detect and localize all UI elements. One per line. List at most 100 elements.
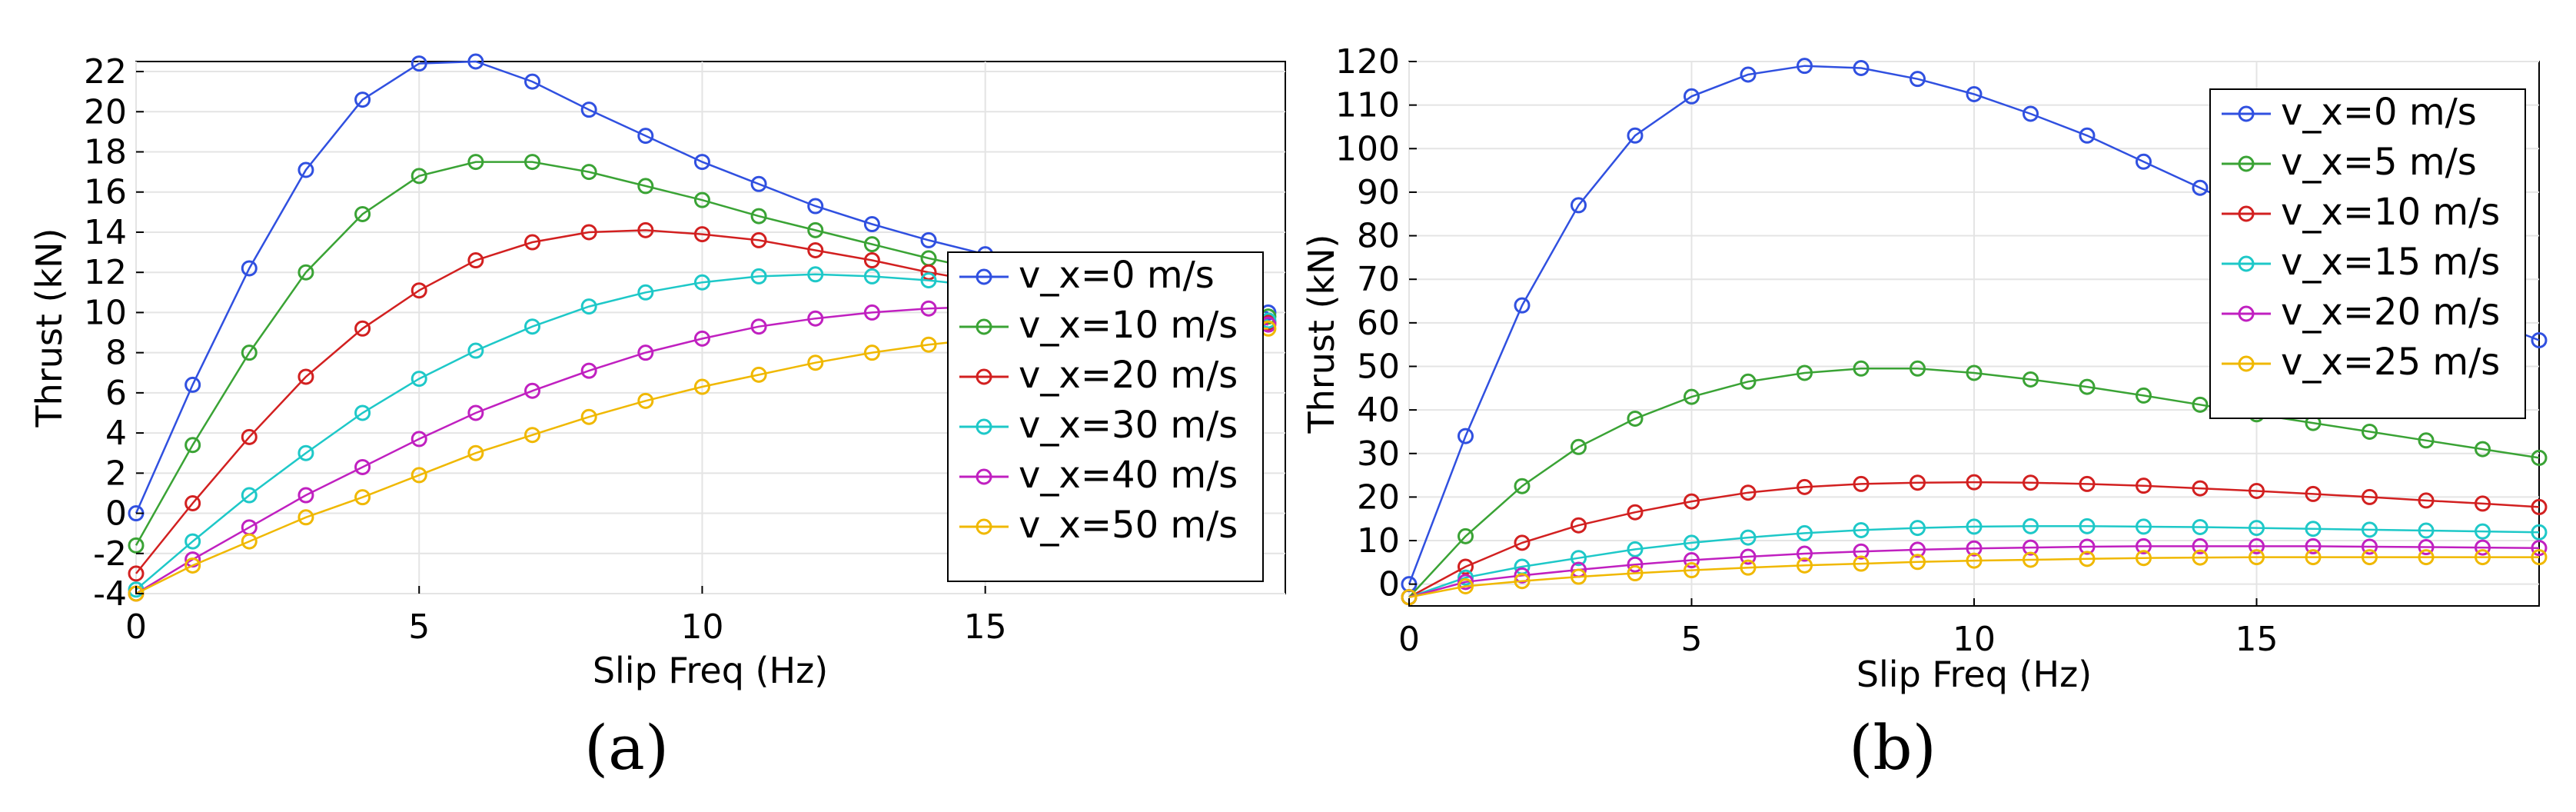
legend-label: v_x=15 m/s — [2281, 241, 2500, 284]
legend-marker — [976, 418, 992, 435]
data-point — [184, 494, 201, 511]
y-tick-label: 90 — [1357, 173, 1400, 212]
data-point — [1514, 478, 1531, 494]
x-tick-label: 0 — [1398, 620, 1420, 659]
y-tick-label: 30 — [1357, 434, 1400, 474]
data-point — [1740, 484, 1757, 501]
data-point — [2418, 539, 2435, 556]
data-point — [2305, 549, 2322, 566]
data-point — [2249, 482, 2265, 499]
data-point — [297, 509, 314, 526]
chart-panel-b: 0 10 20 30 40 50 60 70 80 90 100 110 120 0 5 10 15 Slip… — [1301, 42, 2548, 784]
data-point — [580, 102, 597, 118]
y-tick-label: 70 — [1357, 260, 1400, 299]
legend-label: v_x=30 m/s — [1019, 404, 1238, 447]
data-point — [863, 236, 880, 253]
data-point — [920, 272, 937, 289]
y-tick-label: 12 — [84, 253, 127, 292]
data-point — [750, 208, 767, 225]
data-point — [354, 92, 371, 108]
data-point — [2079, 475, 2096, 492]
data-point — [410, 55, 427, 72]
data-point — [1684, 388, 1700, 405]
data-point — [524, 382, 541, 399]
data-point — [2418, 522, 2435, 539]
data-point — [693, 154, 710, 171]
legend-label: v_x=40 m/s — [1019, 454, 1238, 497]
data-point — [580, 408, 597, 425]
data-point — [354, 404, 371, 421]
data-point — [750, 366, 767, 383]
legend-marker — [2238, 155, 2255, 172]
data-point — [2475, 523, 2491, 540]
data-point — [467, 444, 484, 461]
data-point — [2192, 549, 2209, 566]
y-tick-label: -2 — [93, 534, 127, 574]
y-tick-label: 10 — [84, 293, 127, 332]
data-point — [354, 489, 371, 506]
data-point — [863, 252, 880, 269]
x-tick-label: 10 — [680, 607, 723, 647]
data-point — [807, 221, 824, 238]
data-point — [637, 392, 654, 409]
data-point — [1853, 59, 1870, 76]
x-tick-label: 15 — [2235, 620, 2279, 659]
data-point — [297, 368, 314, 385]
x-tick-label: 0 — [125, 607, 147, 647]
y-axis-label: Thrust (kN) — [1301, 235, 1342, 434]
data-point — [241, 260, 258, 277]
data-point — [1458, 558, 1474, 575]
data-point — [241, 344, 258, 361]
data-point — [2305, 537, 2322, 554]
panel-label: (a) — [584, 712, 669, 784]
data-point — [2305, 485, 2322, 502]
data-point — [920, 336, 937, 353]
data-point — [2418, 432, 2435, 449]
data-point — [524, 318, 541, 335]
y-axis-label: Thrust (kN) — [28, 228, 70, 428]
data-point — [637, 221, 654, 238]
data-point — [354, 320, 371, 337]
data-point — [2136, 153, 2152, 170]
data-point — [1627, 565, 1644, 582]
data-point — [750, 318, 767, 335]
data-point — [297, 487, 314, 504]
data-point — [410, 431, 427, 448]
data-point — [2192, 518, 2209, 535]
data-point — [1740, 559, 1757, 576]
legend-marker — [2238, 355, 2255, 372]
data-point — [920, 231, 937, 248]
data-point — [1853, 543, 1870, 560]
x-tick-label: 5 — [408, 607, 430, 647]
data-point — [2362, 538, 2378, 555]
legend-label: v_x=0 m/s — [2281, 91, 2477, 134]
series-line — [1408, 368, 2540, 598]
data-point — [2023, 551, 2039, 568]
data-point — [750, 231, 767, 248]
data-point — [1853, 360, 1870, 377]
y-tick-label: 0 — [1378, 565, 1400, 604]
data-point — [863, 268, 880, 285]
data-point — [2192, 396, 2209, 413]
data-point — [1684, 88, 1700, 105]
data-point — [2023, 105, 2039, 122]
data-point — [2249, 520, 2265, 537]
data-point — [1684, 493, 1700, 510]
data-point — [2418, 549, 2435, 566]
data-point — [750, 175, 767, 192]
legend-marker — [2238, 255, 2255, 272]
data-point — [2531, 331, 2548, 348]
data-point — [410, 371, 427, 388]
data-point — [410, 282, 427, 299]
data-point — [693, 330, 710, 347]
data-point — [1797, 478, 1813, 495]
data-point — [637, 344, 654, 361]
data-point — [2192, 179, 2209, 196]
y-tick-label: 0 — [105, 494, 127, 534]
data-point — [1627, 410, 1644, 427]
data-point — [1571, 517, 1587, 534]
data-point — [354, 458, 371, 475]
data-point — [184, 533, 201, 550]
data-point — [2305, 521, 2322, 537]
